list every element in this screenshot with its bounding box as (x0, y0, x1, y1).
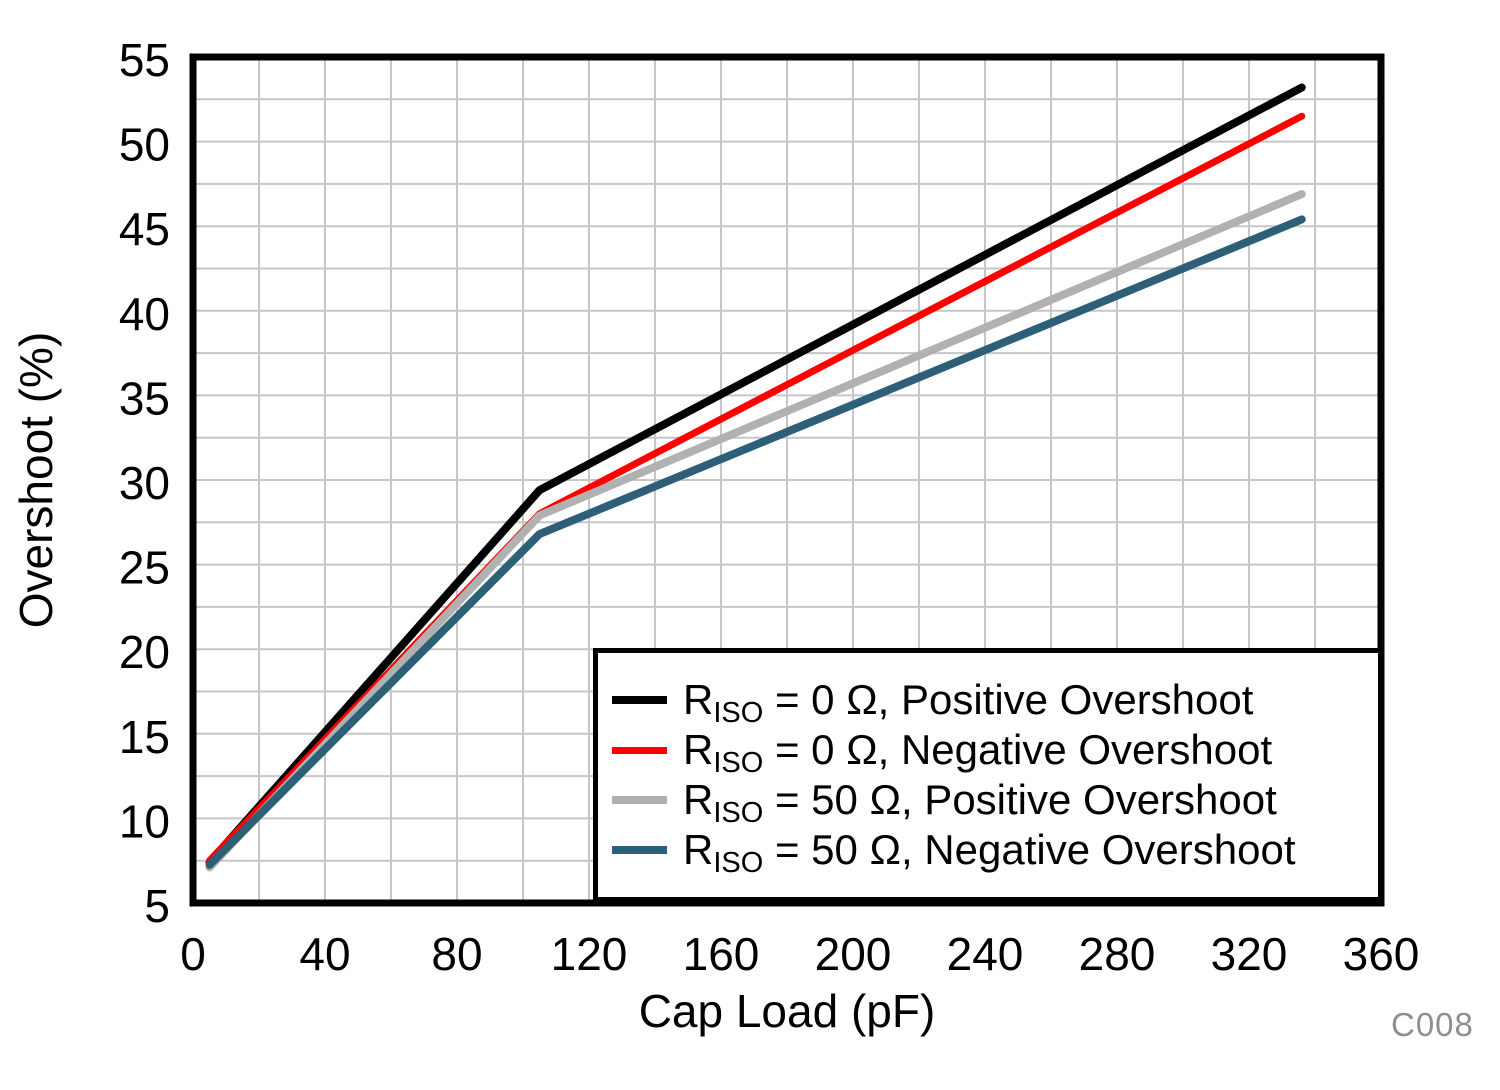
x-tick-label: 80 (431, 928, 482, 980)
series-line-riso-50-negative (205, 215, 1306, 869)
legend-label-riso-0-positive: RISO = 0 Ω, Positive Overshoot (683, 676, 1254, 728)
y-tick-label: 55 (119, 34, 170, 86)
x-tick-label: 120 (551, 928, 628, 980)
figure-code-watermark: C008 (1391, 1006, 1474, 1043)
legend-label-text: = 0 Ω, Negative Overshoot (763, 726, 1273, 773)
legend-label-text: = 50 Ω, Positive Overshoot (763, 776, 1277, 823)
y-tick-label: 30 (119, 457, 170, 509)
legend-label-text: = 50 Ω, Negative Overshoot (763, 826, 1296, 873)
legend-label-subscript: ISO (713, 847, 764, 879)
legend-swatch-riso-0-positive (612, 696, 667, 704)
x-axis-title: Cap Load (pF) (638, 985, 936, 1037)
y-tick-label: 40 (119, 288, 170, 340)
legend-item-riso-50-negative: RISO = 50 Ω, Negative Overshoot (612, 825, 1378, 878)
legend-item-riso-0-positive: RISO = 0 Ω, Positive Overshoot (612, 675, 1378, 728)
series-line-riso-0-positive (205, 83, 1306, 867)
y-tick-label: 5 (144, 880, 170, 932)
x-tick-label: 320 (1211, 928, 1288, 980)
legend-label-riso-50-positive: RISO = 50 Ω, Positive Overshoot (683, 776, 1277, 828)
legend-label-riso-0-negative: RISO = 0 Ω, Negative Overshoot (683, 726, 1273, 778)
legend-swatch-riso-50-negative (612, 846, 667, 854)
legend-label-prefix: R (683, 826, 714, 873)
x-tick-label: 200 (815, 928, 892, 980)
legend-item-riso-50-positive: RISO = 50 Ω, Positive Overshoot (612, 775, 1378, 828)
legend: RISO = 0 Ω, Positive Overshoot RISO = 0 … (593, 648, 1383, 902)
legend-label-text: = 0 Ω, Positive Overshoot (763, 676, 1254, 723)
x-tick-label: 160 (683, 928, 760, 980)
y-axis-title: Overshoot (%) (10, 331, 62, 629)
legend-swatch-riso-50-positive (612, 796, 667, 804)
y-tick-label: 20 (119, 626, 170, 678)
legend-label-subscript: ISO (713, 747, 764, 779)
y-tick-label: 50 (119, 119, 170, 171)
x-tick-label: 360 (1343, 928, 1420, 980)
y-tick-label: 45 (119, 203, 170, 255)
x-tick-label: 0 (180, 928, 206, 980)
y-tick-label: 15 (119, 711, 170, 763)
legend-label-subscript: ISO (713, 697, 764, 729)
y-tick-label: 10 (119, 795, 170, 847)
x-tick-label: 40 (299, 928, 350, 980)
plot-border (189, 53, 1385, 907)
y-tick-label: 35 (119, 372, 170, 424)
legend-label-prefix: R (683, 676, 714, 723)
legend-item-riso-0-negative: RISO = 0 Ω, Negative Overshoot (612, 725, 1378, 778)
legend-label-prefix: R (683, 776, 714, 823)
legend-label-riso-50-negative: RISO = 50 Ω, Negative Overshoot (683, 826, 1296, 878)
legend-label-prefix: R (683, 726, 714, 773)
x-tick-label: 280 (1079, 928, 1156, 980)
x-tick-label: 240 (947, 928, 1024, 980)
y-tick-label: 25 (119, 542, 170, 594)
legend-swatch-riso-0-negative (612, 746, 667, 754)
legend-label-subscript: ISO (713, 797, 764, 829)
